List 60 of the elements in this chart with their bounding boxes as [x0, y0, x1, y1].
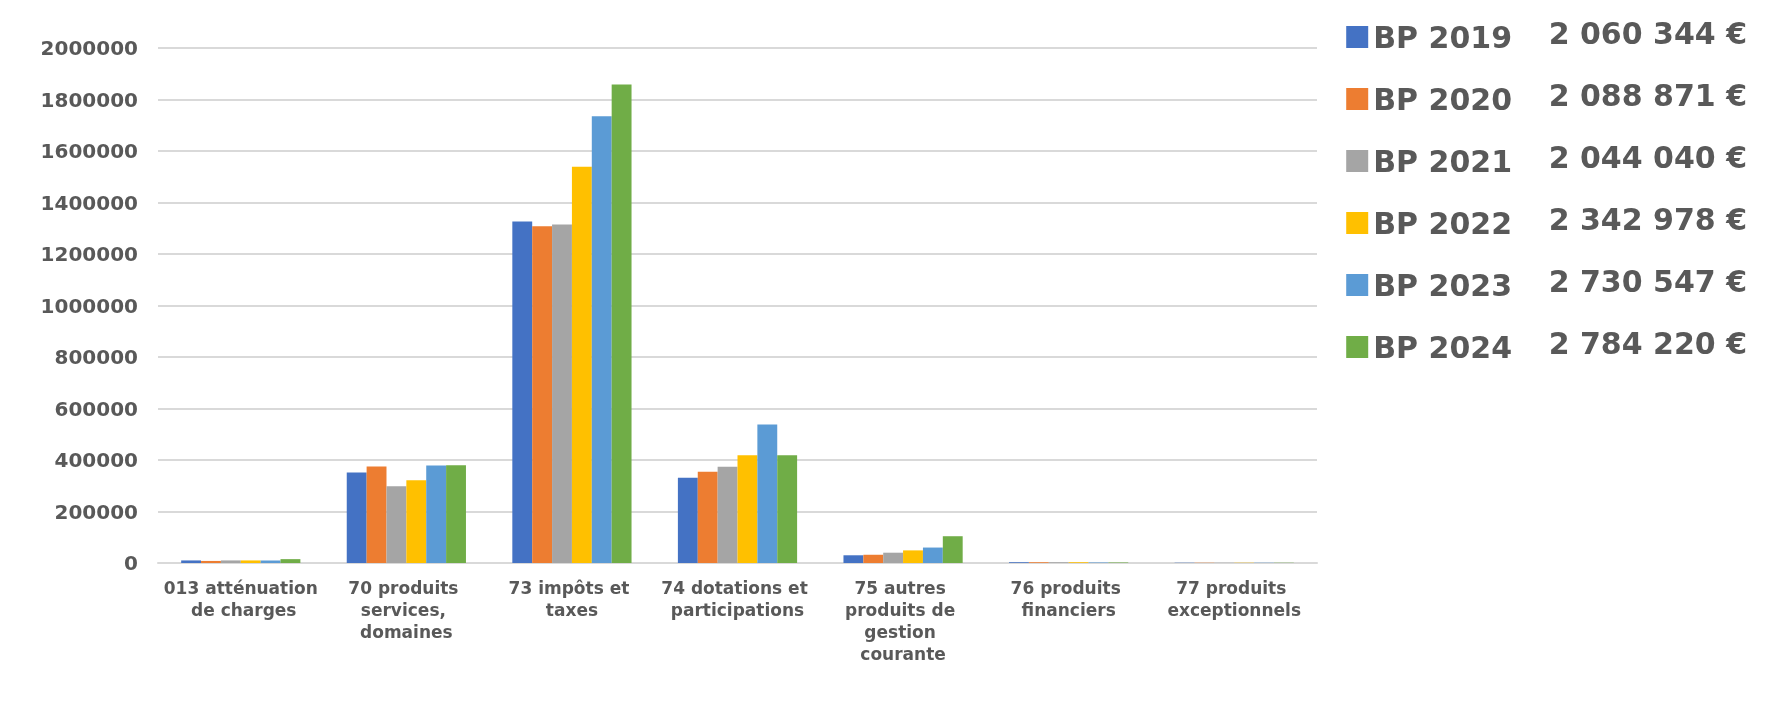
bar: [406, 480, 427, 563]
x-tick-label: 73 impôts et taxes: [508, 578, 636, 620]
bar: [552, 224, 572, 563]
bar: [201, 560, 221, 563]
bar: [532, 226, 553, 563]
bar: [386, 486, 407, 563]
bar: [863, 554, 884, 563]
x-tick-label: 75 autres produits de gestion courante: [845, 578, 962, 664]
bar: [942, 536, 963, 563]
x-tick-label: 013 atténuation de charges: [163, 578, 318, 620]
y-tick-label: 1800000: [40, 87, 138, 112]
text: 2 784 220 €: [1548, 325, 1747, 361]
text: 2 044 040 €: [1548, 139, 1747, 175]
bar: [260, 560, 281, 563]
legend-label: BP 2020: [1373, 81, 1512, 117]
bar: [757, 424, 778, 563]
bar: [446, 465, 466, 563]
y-tick-label: 1400000: [40, 190, 138, 215]
y-tick-label: 1600000: [40, 139, 138, 163]
bar: [591, 116, 612, 563]
bar: [611, 84, 632, 563]
y-tick-label: 2000000: [40, 36, 138, 60]
y-tick-label: 0: [124, 551, 138, 575]
y-tick-label: 1200000: [40, 242, 138, 266]
x-tick-label: 76 produits financiers: [1010, 578, 1127, 620]
bar: [346, 472, 367, 563]
text: 2 730 547 €: [1548, 263, 1747, 299]
legend-label: BP 2022: [1373, 205, 1512, 241]
text: 2 088 871 €: [1548, 77, 1747, 113]
text: 2 060 344 €: [1548, 15, 1747, 51]
y-tick-label: 200000: [54, 499, 138, 524]
bar: [843, 555, 864, 563]
bar: [903, 550, 923, 563]
bar: [280, 559, 301, 563]
x-tick-label: 74 dotations et participations: [661, 578, 814, 620]
x-tick-label: 77 produits exceptionnels: [1167, 578, 1302, 620]
legend-label: BP 2019: [1373, 19, 1512, 55]
bar: [883, 552, 904, 563]
legend-label: BP 2023: [1373, 267, 1512, 303]
y-tick-label: 600000: [54, 396, 138, 421]
x-tick-label: 70 produits services, domaines: [348, 578, 465, 642]
text: 2 342 978 €: [1548, 201, 1747, 237]
y-tick-label: 800000: [54, 345, 138, 369]
bar: [240, 560, 261, 563]
bar: [697, 471, 718, 563]
bar: [777, 455, 798, 563]
legend-label: BP 2024: [1373, 329, 1512, 365]
bar: [717, 466, 738, 563]
y-tick-label: 1000000: [40, 293, 138, 318]
bar: [512, 221, 533, 563]
bar: [571, 166, 592, 563]
bar: [922, 547, 943, 563]
bar: [426, 465, 447, 563]
legend-label: BP 2021: [1373, 143, 1512, 179]
bar: [737, 455, 758, 563]
bar: [677, 477, 698, 563]
bar: [181, 560, 202, 563]
bar: [366, 466, 387, 563]
bar: [220, 560, 241, 563]
y-tick-label: 400000: [54, 448, 138, 472]
